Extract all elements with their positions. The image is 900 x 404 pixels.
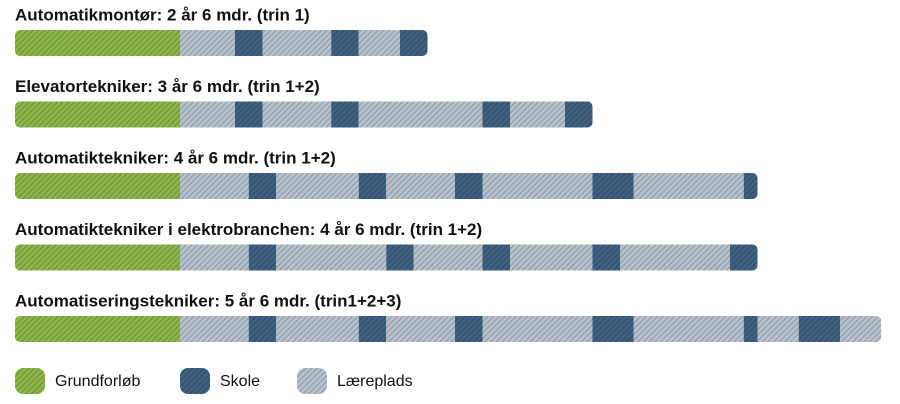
bar (15, 316, 882, 342)
bar (15, 244, 758, 271)
row-label: Automatikmontør: 2 år 6 mdr. (trin 1) (15, 5, 310, 24)
bar (15, 30, 428, 56)
row-label: Elevatortekniker: 3 år 6 mdr. (trin 1+2) (15, 77, 320, 96)
legend-label: Skole (220, 373, 260, 390)
legend-label: Grundforløb (55, 373, 140, 390)
bar (15, 173, 758, 199)
row-label: Automatiseringstekniker: 5 år 6 mdr. (tr… (15, 291, 401, 310)
bar (15, 101, 593, 128)
row-label: Automatiktekniker i elektrobranchen: 4 å… (15, 220, 482, 239)
row-label: Automatiktekniker: 4 år 6 mdr. (trin 1+2… (15, 148, 336, 167)
legend-label: Læreplads (337, 373, 413, 390)
